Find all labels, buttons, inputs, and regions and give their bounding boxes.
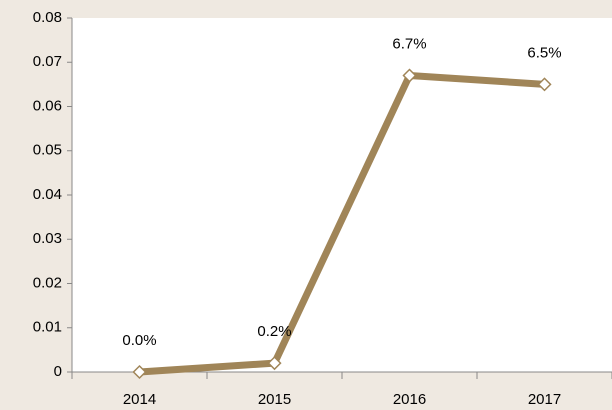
marker bbox=[402, 68, 417, 83]
marker bbox=[132, 364, 147, 380]
marker bbox=[267, 356, 282, 371]
data-label: 0.0% bbox=[122, 332, 156, 349]
y-tick-label: 0.02 bbox=[33, 274, 62, 291]
x-tick-label: 2015 bbox=[258, 391, 291, 408]
y-tick-label: 0.03 bbox=[33, 230, 62, 247]
y-tick-label: 0.06 bbox=[33, 97, 62, 114]
y-tick-label: 0 bbox=[54, 363, 62, 380]
y-tick-label: 0.04 bbox=[33, 186, 62, 203]
y-tick-label: 0.07 bbox=[33, 53, 62, 70]
x-tick-label: 2017 bbox=[528, 391, 561, 408]
y-tick-label: 0.08 bbox=[33, 9, 62, 26]
y-tick-label: 0.01 bbox=[33, 319, 62, 336]
x-tick-label: 2016 bbox=[393, 391, 426, 408]
plot-area bbox=[72, 18, 612, 372]
y-tick-label: 0.05 bbox=[33, 142, 62, 159]
data-label: 0.2% bbox=[257, 323, 291, 340]
x-tick-label: 2014 bbox=[123, 391, 156, 408]
marker bbox=[537, 77, 552, 92]
data-line bbox=[139, 72, 545, 376]
data-label: 6.7% bbox=[392, 35, 426, 52]
data-label: 6.5% bbox=[527, 44, 561, 61]
